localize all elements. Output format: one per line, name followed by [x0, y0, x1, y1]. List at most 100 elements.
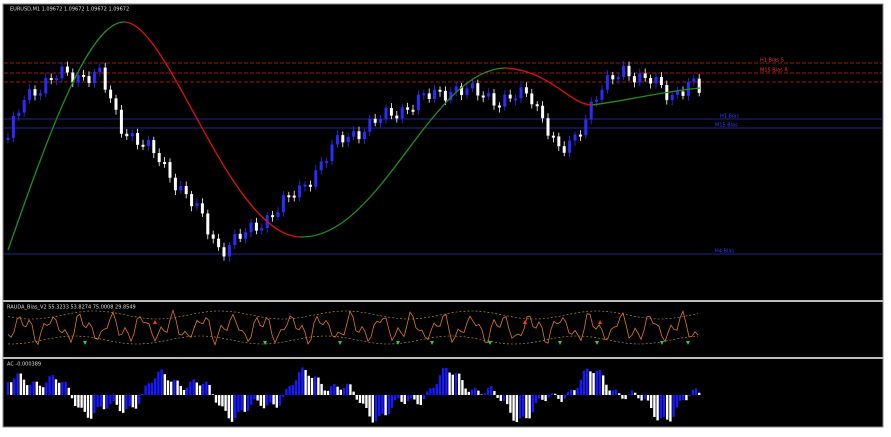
ac-bar — [608, 390, 611, 395]
symbol-info: EURUSD,M1 1.09672 1.09672 1.09672 1.0967… — [10, 7, 129, 13]
ac-bar — [374, 395, 378, 422]
ac-bar — [157, 371, 160, 395]
ac-bar — [582, 370, 586, 395]
ac-bar — [698, 392, 701, 395]
ac-bar — [122, 395, 125, 413]
ac-bar — [368, 395, 371, 417]
ac-bar — [214, 395, 218, 403]
candle — [260, 228, 264, 231]
ac-bar — [13, 378, 16, 395]
ac-bar — [317, 377, 320, 395]
ac-bar — [358, 395, 362, 403]
ac-bar — [250, 395, 253, 405]
ac-bar — [509, 395, 512, 413]
ac-bar — [618, 393, 621, 395]
candle — [400, 107, 404, 119]
candle — [438, 89, 442, 92]
candle — [65, 66, 69, 73]
candle — [103, 67, 107, 90]
ac-bar — [627, 394, 630, 395]
ac-bar — [557, 395, 560, 399]
level-label: H1 Bias S — [760, 58, 784, 64]
candle — [551, 135, 555, 138]
candle — [530, 93, 534, 105]
chart-window — [2, 3, 884, 428]
ac-bar — [323, 390, 326, 395]
candle — [443, 90, 447, 101]
candle — [595, 99, 599, 102]
candle — [22, 100, 26, 113]
ac-bar — [288, 385, 291, 395]
ac-bar — [451, 374, 454, 395]
candle — [416, 94, 420, 111]
ac-bar — [653, 395, 656, 417]
ac-bar — [218, 395, 221, 406]
ac-bar — [160, 369, 163, 395]
ac-bar — [138, 395, 141, 404]
candle — [676, 91, 680, 95]
candle — [643, 73, 647, 79]
ac-bar — [470, 389, 474, 395]
ac-bar — [45, 382, 48, 395]
ac-bar — [266, 395, 269, 406]
candle — [60, 66, 64, 79]
candle — [17, 112, 21, 116]
candle — [287, 195, 291, 198]
candle — [465, 88, 469, 96]
candle — [492, 93, 496, 106]
candle — [179, 186, 183, 191]
ac-bar — [355, 395, 358, 400]
ac-bar — [493, 391, 496, 395]
ac-bar — [58, 382, 61, 395]
ac-bar — [365, 395, 368, 408]
candle — [578, 134, 582, 137]
ac-bar — [602, 375, 605, 395]
candle — [497, 105, 501, 108]
ac-bar — [675, 395, 678, 408]
ac-bar — [662, 395, 666, 418]
ac-bar — [64, 381, 67, 395]
ac-bar — [54, 379, 58, 395]
ac-bar — [592, 373, 595, 395]
arrow-up — [396, 341, 400, 345]
indicator-label: RAUDA_Bias_V2 55.3233 53.8274 75.0008 29… — [7, 305, 136, 311]
candle — [638, 73, 642, 83]
arrow-down — [523, 320, 527, 324]
ac-bar — [467, 391, 470, 395]
ac-bar — [189, 381, 192, 395]
ac-bar — [448, 372, 451, 395]
ac-bar — [285, 388, 288, 395]
candle — [519, 87, 523, 99]
candle — [254, 222, 258, 231]
ac-bar — [464, 388, 467, 395]
ac-bar — [630, 390, 634, 395]
ac-bar — [346, 383, 349, 395]
ac-bar — [131, 395, 134, 408]
ac-bar — [195, 382, 198, 395]
ac-bar — [310, 377, 314, 395]
ac-bar — [502, 395, 506, 401]
ac-bar — [394, 395, 397, 401]
ac-bar — [144, 385, 147, 395]
ac-bar — [598, 369, 602, 395]
ac-bar — [397, 395, 400, 399]
ac-bar — [246, 395, 250, 411]
candle — [487, 93, 491, 97]
candle — [292, 195, 296, 198]
candle — [308, 184, 312, 187]
ac-bar — [307, 375, 310, 395]
ac-bar — [595, 370, 598, 395]
candle — [325, 160, 329, 163]
ac-bar — [333, 383, 336, 395]
ac-bar — [525, 395, 528, 419]
ma-segment — [299, 67, 506, 238]
osc-line — [7, 309, 699, 346]
candle — [163, 162, 167, 165]
ac-bar — [176, 380, 179, 395]
candle — [217, 238, 221, 248]
candle — [589, 101, 593, 120]
ac-bar — [22, 379, 26, 395]
ac-bar — [304, 370, 307, 395]
ac-bar — [269, 395, 272, 403]
ac-bar — [19, 373, 22, 395]
